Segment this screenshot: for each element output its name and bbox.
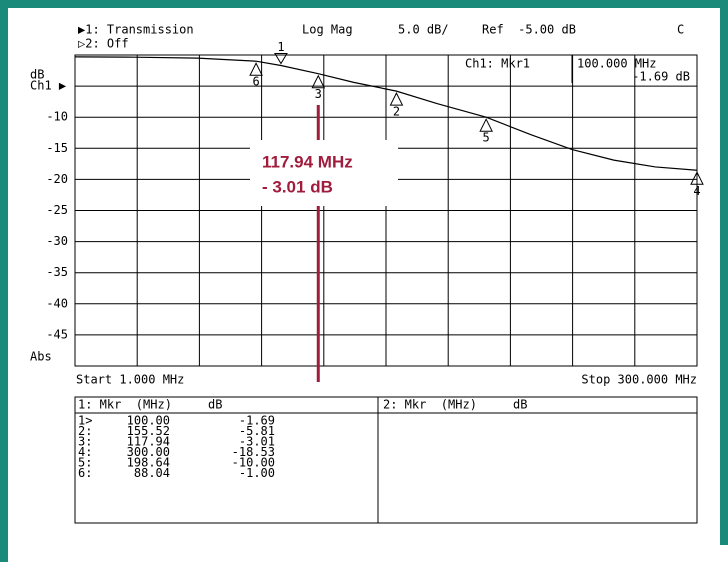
table-header: 2: Mkr (MHz) dB <box>383 398 528 412</box>
y-unit: dB <box>30 68 44 82</box>
marker-label: 5 <box>483 131 490 145</box>
y-tick-label: -20 <box>46 172 68 186</box>
table-cell: 100.00 <box>127 414 170 428</box>
y-tick-label: -45 <box>46 327 68 341</box>
y-tick-label: -30 <box>46 234 68 248</box>
channel2-label: ▷2: Off <box>78 37 129 51</box>
ref-marker: Ch1 ▶ <box>30 79 67 93</box>
marker-label: 1 <box>277 40 284 54</box>
marker <box>311 74 326 89</box>
marker <box>690 171 704 185</box>
table-cell: 5: <box>78 456 92 470</box>
table-cell: -1.00 <box>239 466 275 480</box>
abs-label: Abs <box>30 350 52 364</box>
table-cell: 3: <box>78 435 92 449</box>
table-cell: 4: <box>78 445 92 459</box>
table-cell: -18.53 <box>232 445 275 459</box>
marker <box>479 118 493 132</box>
table-cell: 2: <box>78 424 92 438</box>
frame-top <box>0 0 728 8</box>
start-label: Start 1.000 MHz <box>76 373 184 387</box>
marker-label: 6 <box>252 75 259 89</box>
scale-label: 5.0 dB/ <box>398 23 449 37</box>
table-header: 1: Mkr (MHz) dB <box>78 398 223 412</box>
marker-label: 3 <box>315 87 322 101</box>
y-tick-label: -25 <box>46 203 68 217</box>
marker <box>389 92 404 106</box>
annotation-text: - 3.01 dB <box>262 177 333 196</box>
y-tick-label: -35 <box>46 265 68 279</box>
stop-label: Stop 300.000 MHz <box>581 373 697 387</box>
table-cell: 117.94 <box>127 435 170 449</box>
table-cell: -3.01 <box>239 435 275 449</box>
table-cell: -10.00 <box>232 456 275 470</box>
y-tick-label: -15 <box>46 141 68 155</box>
flag-label: C <box>677 23 684 37</box>
table-cell: 198.64 <box>127 456 170 470</box>
channel-label: ▶1: Transmission <box>78 23 194 37</box>
y-tick-label: -40 <box>46 296 68 310</box>
ref-label: Ref -5.00 dB <box>482 23 576 37</box>
table-cell: 300.00 <box>127 445 170 459</box>
frame-right <box>720 0 728 545</box>
marker-label: 2 <box>393 105 400 119</box>
readout-level: -1.69 dB <box>632 70 690 84</box>
readout-title: Ch1: Mkr1 <box>465 57 530 71</box>
readout-freq: 100.000 MHz <box>577 57 656 71</box>
table-cell: -1.69 <box>239 414 275 428</box>
marker-label: 4 <box>693 184 700 198</box>
marker-table <box>74 396 698 524</box>
annotation-box <box>250 140 398 206</box>
y-tick-label: -10 <box>46 110 68 124</box>
frame-left <box>0 0 8 562</box>
table-cell: 6: <box>78 466 92 480</box>
table-cell: 1> <box>78 414 92 428</box>
marker <box>274 53 288 65</box>
format-label: Log Mag <box>302 23 353 37</box>
marker <box>249 62 263 76</box>
table-cell: 88.04 <box>134 466 170 480</box>
trace <box>74 56 698 171</box>
table-cell: -5.81 <box>239 424 275 438</box>
table-cell: 155.52 <box>127 424 170 438</box>
annotation-text: 117.94 MHz <box>262 152 353 171</box>
